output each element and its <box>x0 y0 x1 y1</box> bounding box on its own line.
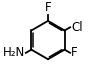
Text: Cl: Cl <box>71 21 82 34</box>
Text: H₂N: H₂N <box>3 46 25 59</box>
Text: F: F <box>71 46 78 59</box>
Text: F: F <box>45 1 51 14</box>
